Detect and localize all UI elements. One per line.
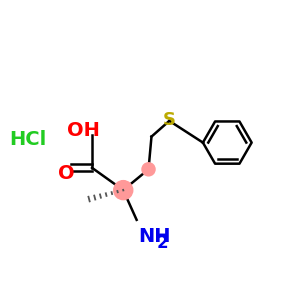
Text: NH: NH — [138, 227, 171, 246]
Circle shape — [142, 163, 155, 176]
Text: 2: 2 — [157, 234, 168, 252]
Text: O: O — [58, 164, 75, 183]
Text: S: S — [163, 111, 176, 129]
Circle shape — [114, 181, 133, 200]
Text: OH: OH — [67, 121, 100, 140]
Text: HCl: HCl — [10, 130, 47, 149]
